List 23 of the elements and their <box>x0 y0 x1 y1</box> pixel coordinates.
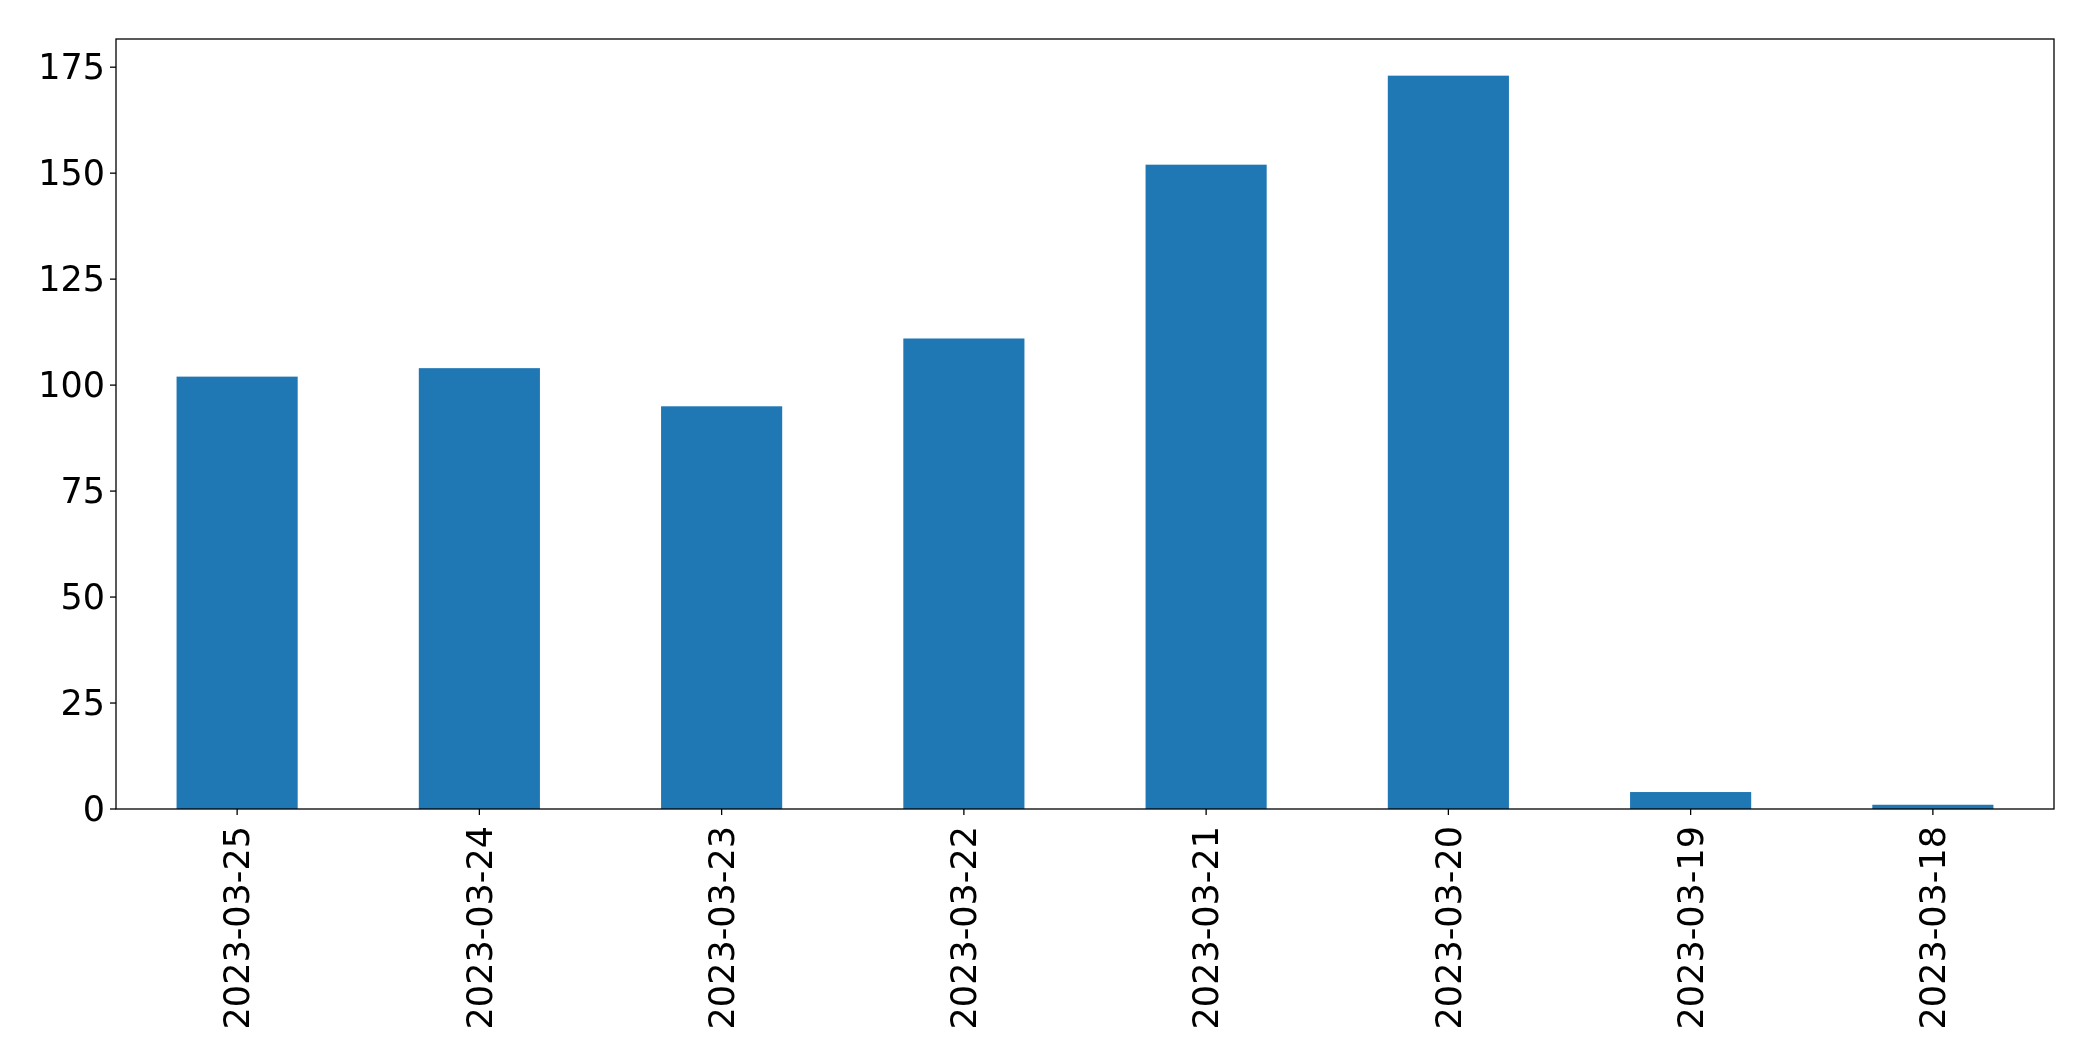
x-tick-label: 2023-03-25 <box>217 826 258 1030</box>
y-tick-label: 75 <box>60 471 105 512</box>
x-tick-label: 2023-03-21 <box>1186 826 1227 1030</box>
x-tick-label: 2023-03-18 <box>1913 826 1954 1030</box>
bar <box>1387 75 1509 809</box>
x-tick-label: 2023-03-20 <box>1428 826 1469 1030</box>
x-tick-label: 2023-03-19 <box>1670 826 1711 1030</box>
y-tick-label: 100 <box>38 365 105 406</box>
bar <box>1145 164 1267 809</box>
x-tick-label: 2023-03-22 <box>944 826 985 1030</box>
bar <box>903 338 1025 809</box>
y-tick-label: 0 <box>82 789 105 830</box>
y-tick-label: 50 <box>60 577 105 618</box>
y-tick-label: 175 <box>38 47 105 88</box>
y-tick-label: 125 <box>38 259 105 300</box>
bar <box>1630 792 1752 809</box>
bar <box>661 406 783 809</box>
bar <box>176 376 298 809</box>
bar <box>418 368 540 809</box>
y-tick-label: 25 <box>60 683 105 724</box>
x-tick-label: 2023-03-24 <box>459 826 500 1030</box>
y-tick-label: 150 <box>38 153 105 194</box>
x-tick-label: 2023-03-23 <box>701 826 742 1030</box>
